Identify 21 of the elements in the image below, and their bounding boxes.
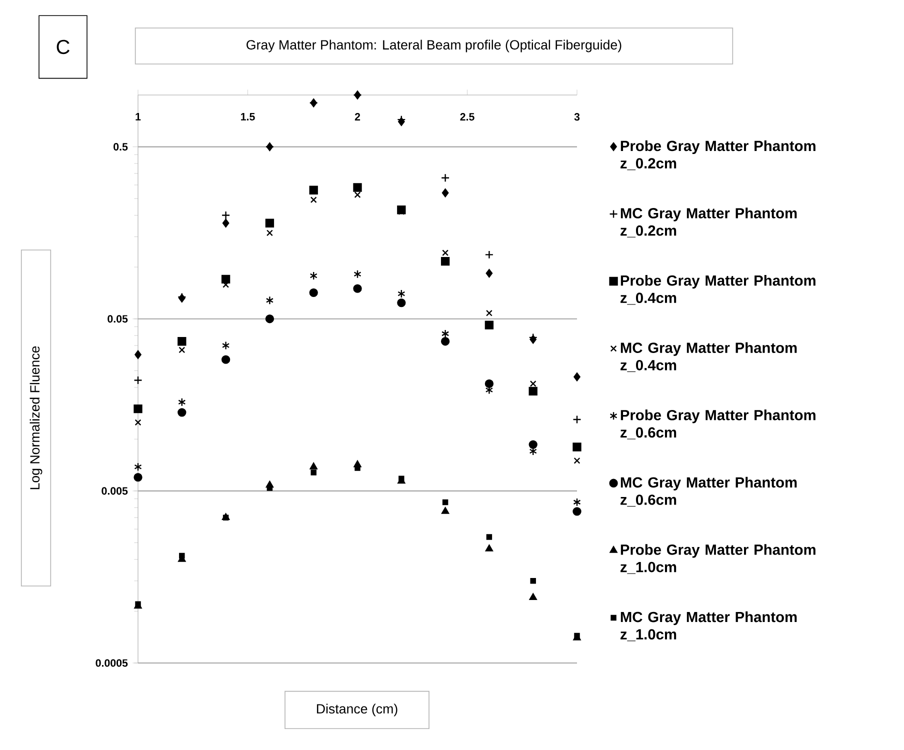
legend-label: Probe Gray Matter Phantom z_1.0cm — [620, 544, 816, 574]
y-tick-label: 0.005 — [102, 487, 128, 495]
legend-label: MC Gray Matter Phantom z_1.0cm — [620, 611, 797, 642]
y-tick-label: 0.5 — [114, 143, 128, 151]
x-tick-label: 2 — [354, 113, 360, 121]
y-tick-label: 0.0005 — [96, 659, 128, 667]
legend-label: Probe Gray Matter Phantom z_0.2cm — [620, 140, 816, 170]
x-tick-label: 2.5 — [460, 113, 474, 121]
y-tick-label: 0.05 — [108, 315, 128, 323]
legend-label: MC Gray Matter Phantom z_0.2cm — [620, 208, 797, 238]
x-axis-title: Distance (cm) — [316, 704, 398, 716]
legend-label: MC Gray Matter Phantom z_0.6cm — [620, 476, 797, 507]
x-tick-label: 3 — [574, 113, 580, 121]
x-tick-label: 1.5 — [241, 113, 255, 120]
legend-label: Probe Gray Matter Phantom z_0.4cm — [620, 274, 816, 305]
legend-label: Probe Gray Matter Phantom z_0.6cm — [620, 410, 816, 440]
x-tick-label: 1 — [136, 113, 141, 120]
legend-label: MC Gray Matter Phantom z_0.4cm — [620, 342, 797, 372]
text: C — [56, 40, 70, 54]
chart-title: Gray Matter Phantom: Lateral Beam profile (Optical Fiberguide) — [246, 40, 622, 52]
y-axis-title: Log Normalized Fluence — [30, 346, 42, 490]
